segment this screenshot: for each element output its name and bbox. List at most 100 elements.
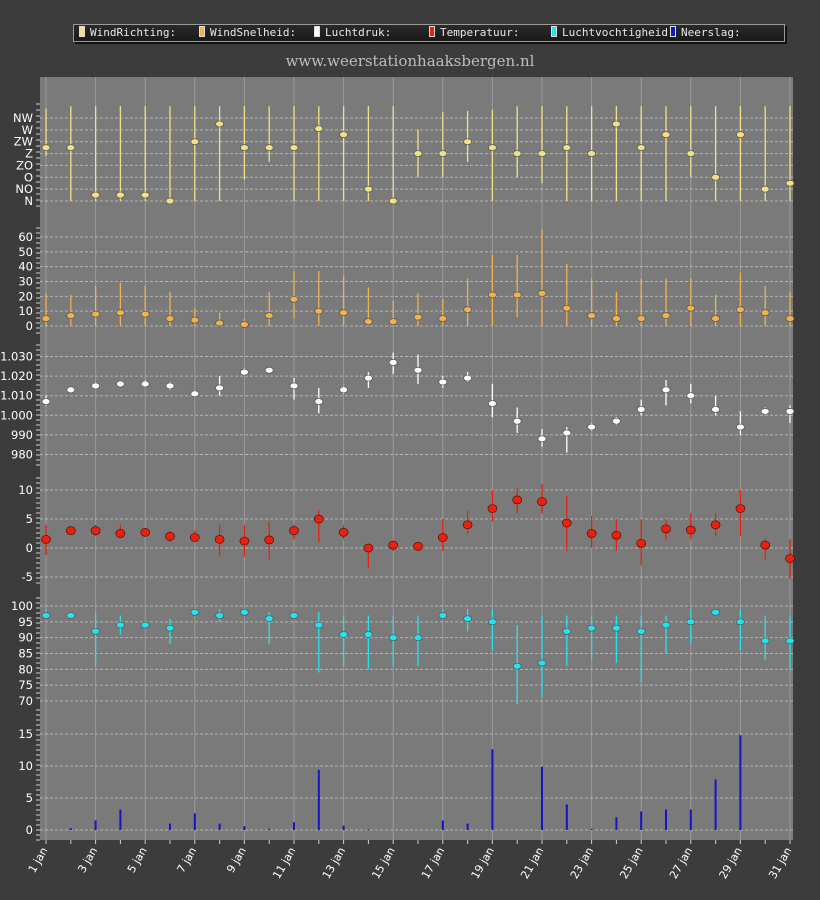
data-point bbox=[314, 307, 324, 315]
data-point bbox=[488, 291, 497, 299]
data-point bbox=[240, 368, 249, 376]
data-point bbox=[41, 144, 51, 151]
data-point bbox=[289, 144, 299, 151]
data-point bbox=[463, 615, 472, 623]
y-tick-label: Z bbox=[25, 147, 33, 161]
y-tick-label: 95 bbox=[18, 615, 33, 629]
data-point bbox=[661, 386, 671, 394]
data-point bbox=[785, 315, 795, 322]
data-point bbox=[66, 386, 76, 394]
data-point bbox=[611, 530, 622, 540]
precip-bar bbox=[565, 804, 568, 830]
data-point bbox=[710, 520, 721, 530]
precip-bar bbox=[441, 820, 444, 830]
data-point bbox=[388, 318, 398, 325]
data-point bbox=[636, 627, 646, 635]
data-point bbox=[65, 526, 76, 535]
precip-bar bbox=[243, 826, 246, 830]
data-point bbox=[537, 290, 547, 297]
y-tick-label: O bbox=[24, 170, 33, 184]
data-point bbox=[686, 618, 696, 626]
data-point bbox=[140, 191, 150, 199]
data-point bbox=[363, 543, 374, 553]
precip-bar bbox=[615, 817, 618, 830]
data-point bbox=[587, 423, 596, 431]
data-point bbox=[785, 554, 795, 563]
legend-swatch bbox=[429, 26, 435, 37]
y-tick-label: 85 bbox=[18, 647, 33, 661]
data-point bbox=[140, 310, 150, 318]
data-point bbox=[264, 535, 275, 545]
data-point bbox=[512, 495, 523, 505]
data-point bbox=[512, 417, 522, 425]
y-tick-label: 1.010 bbox=[0, 389, 33, 403]
legend-label: Neerslag: bbox=[681, 26, 741, 39]
data-point bbox=[289, 295, 299, 303]
data-point bbox=[215, 319, 224, 327]
x-tick-label: 21 jan bbox=[518, 845, 546, 881]
y-tick-label: 10 bbox=[18, 759, 33, 773]
precip-bar bbox=[268, 828, 271, 830]
x-tick-label: 25 jan bbox=[617, 845, 645, 881]
data-point bbox=[760, 408, 770, 415]
precip-bar bbox=[466, 823, 469, 830]
data-point bbox=[587, 312, 596, 319]
data-point bbox=[685, 525, 696, 535]
data-point bbox=[388, 540, 399, 550]
precip-bar bbox=[714, 779, 717, 830]
x-tick-label: 7 jan bbox=[175, 845, 200, 875]
data-point bbox=[413, 150, 423, 157]
data-point bbox=[711, 608, 720, 616]
data-point bbox=[215, 384, 224, 392]
x-tick-label: 17 jan bbox=[419, 845, 447, 881]
data-point bbox=[264, 144, 274, 151]
y-tick-label: 20 bbox=[18, 289, 33, 303]
data-point bbox=[488, 400, 497, 407]
legend-item-temperatuur: Temperatuur: bbox=[429, 26, 519, 39]
data-point bbox=[711, 406, 720, 413]
data-point bbox=[612, 417, 621, 425]
data-point bbox=[661, 621, 671, 629]
data-point bbox=[314, 621, 324, 629]
x-tick-label: 23 jan bbox=[568, 845, 596, 881]
data-point bbox=[586, 529, 597, 538]
data-point bbox=[587, 150, 596, 157]
legend-swatch bbox=[670, 26, 676, 37]
plot-background bbox=[40, 77, 793, 840]
data-point bbox=[760, 185, 770, 193]
precip-bar bbox=[119, 809, 122, 830]
data-point bbox=[462, 520, 473, 530]
panel-temperatuur: -5 0 5 10 bbox=[18, 477, 795, 584]
legend-swatch bbox=[551, 26, 557, 37]
x-tick-label: 3 jan bbox=[75, 845, 100, 875]
precip-bar bbox=[541, 766, 543, 830]
precip-bar bbox=[94, 820, 97, 830]
panel-neerslag: 0 5 10 15 bbox=[18, 709, 793, 841]
data-point bbox=[41, 534, 51, 544]
data-point bbox=[636, 406, 646, 413]
legend-item-luchtdruk: Luchtdruk: bbox=[314, 26, 391, 39]
data-point bbox=[66, 612, 76, 619]
data-point bbox=[537, 659, 547, 667]
data-point bbox=[612, 120, 621, 128]
data-point bbox=[661, 131, 671, 138]
data-point bbox=[636, 144, 646, 151]
data-point bbox=[140, 380, 150, 388]
data-point bbox=[537, 497, 547, 506]
data-point bbox=[240, 321, 249, 328]
data-point bbox=[562, 304, 572, 312]
data-point bbox=[711, 315, 720, 322]
website-title: www.weerstationhaaksbergen.nl bbox=[285, 52, 535, 70]
legend: WindRichting: WindSnelheid: Luchtdruk: Temp… bbox=[73, 24, 785, 42]
precip-bar bbox=[317, 769, 320, 830]
data-point bbox=[116, 380, 125, 388]
y-tick-label: 80 bbox=[18, 662, 33, 676]
data-point bbox=[165, 624, 175, 632]
x-tick-label: 15 jan bbox=[369, 845, 397, 881]
data-point bbox=[760, 540, 771, 550]
x-tick-label: 11 jan bbox=[270, 845, 298, 881]
data-point bbox=[314, 125, 324, 133]
precip-bar bbox=[689, 809, 692, 830]
